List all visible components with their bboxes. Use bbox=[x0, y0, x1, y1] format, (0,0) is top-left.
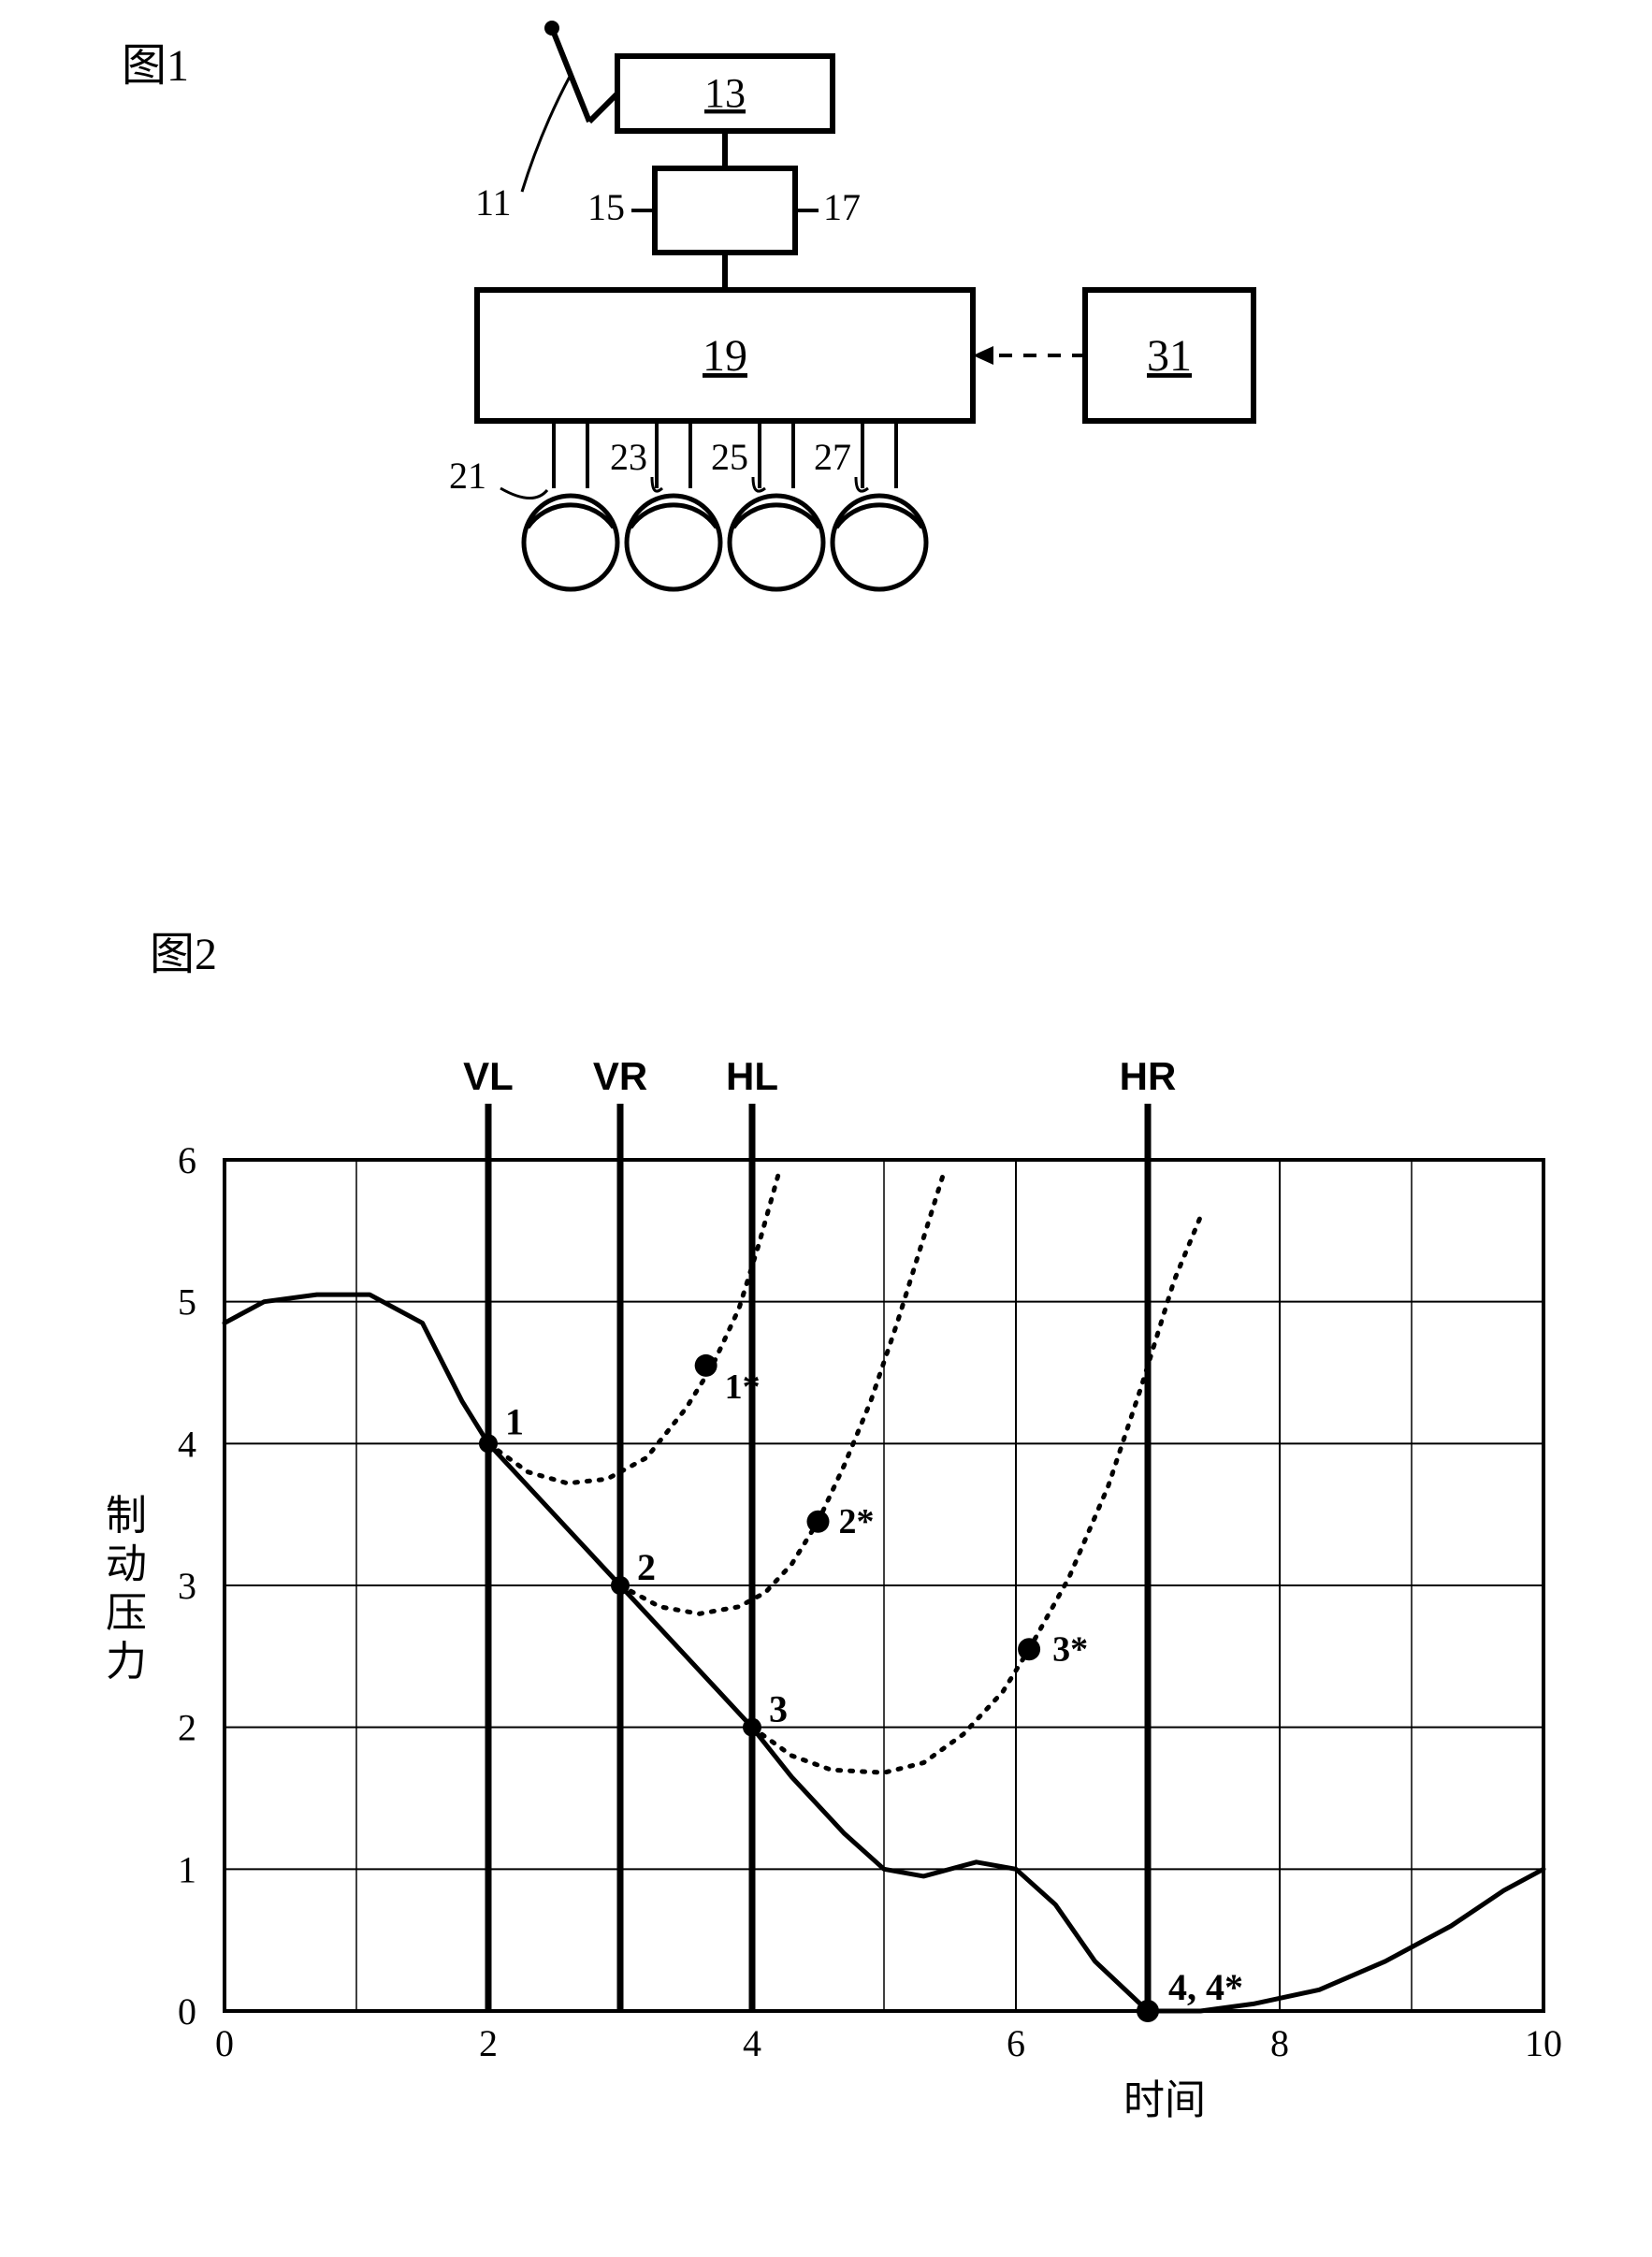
svg-text:13: 13 bbox=[704, 70, 746, 116]
svg-text:力: 力 bbox=[106, 1639, 147, 1685]
svg-text:2: 2 bbox=[637, 1546, 656, 1588]
svg-text:4: 4 bbox=[178, 1423, 196, 1465]
svg-text:时间: 时间 bbox=[1123, 2077, 1206, 2123]
svg-text:VL: VL bbox=[463, 1054, 514, 1098]
svg-text:27: 27 bbox=[814, 436, 851, 478]
svg-text:3: 3 bbox=[769, 1688, 788, 1730]
svg-text:5: 5 bbox=[178, 1281, 196, 1324]
svg-text:23: 23 bbox=[610, 436, 647, 478]
svg-text:3*: 3* bbox=[1052, 1629, 1088, 1669]
svg-text:4: 4 bbox=[743, 2022, 761, 2064]
svg-text:2: 2 bbox=[178, 1707, 196, 1749]
svg-text:4, 4*: 4, 4* bbox=[1168, 1966, 1243, 2008]
svg-text:1: 1 bbox=[178, 1848, 196, 1890]
svg-text:6: 6 bbox=[1007, 2022, 1025, 2064]
svg-text:压: 压 bbox=[106, 1590, 147, 1636]
svg-text:1*: 1* bbox=[725, 1367, 761, 1407]
svg-text:3: 3 bbox=[178, 1565, 196, 1607]
svg-text:2: 2 bbox=[479, 2022, 498, 2064]
page: 图1 11131517193121232527 图2 0246810012345… bbox=[0, 0, 1652, 2257]
svg-text:15: 15 bbox=[587, 186, 625, 228]
svg-text:制: 制 bbox=[106, 1493, 147, 1539]
svg-text:6: 6 bbox=[178, 1139, 196, 1181]
svg-text:19: 19 bbox=[703, 331, 747, 381]
svg-text:VR: VR bbox=[593, 1054, 647, 1098]
fig1-diagram: 11 13 15 17 19 31 21 23 25 27 bbox=[262, 19, 1291, 599]
svg-text:2*: 2* bbox=[839, 1502, 875, 1541]
svg-text:10: 10 bbox=[1525, 2022, 1562, 2064]
svg-text:动: 动 bbox=[106, 1541, 147, 1587]
fig2-chart: 0 2 4 6 8 10 0 1 2 3 4 5 6 时间 制动压力 VL VR HL HR 1 2 3 4, 4* 1* 2*… bbox=[84, 1020, 1581, 2142]
svg-text:21: 21 bbox=[449, 455, 486, 497]
svg-text:8: 8 bbox=[1270, 2022, 1289, 2064]
svg-text:17: 17 bbox=[823, 186, 861, 228]
svg-text:25: 25 bbox=[711, 436, 748, 478]
svg-text:0: 0 bbox=[215, 2022, 234, 2064]
svg-text:1: 1 bbox=[505, 1400, 524, 1442]
svg-text:HL: HL bbox=[726, 1054, 778, 1098]
svg-text:HR: HR bbox=[1120, 1054, 1177, 1098]
svg-text:31: 31 bbox=[1147, 331, 1192, 381]
fig1-label: 图1 bbox=[122, 28, 189, 94]
svg-text:0: 0 bbox=[178, 1990, 196, 2033]
fig2-label: 图2 bbox=[150, 917, 217, 982]
svg-text:11: 11 bbox=[475, 181, 512, 224]
